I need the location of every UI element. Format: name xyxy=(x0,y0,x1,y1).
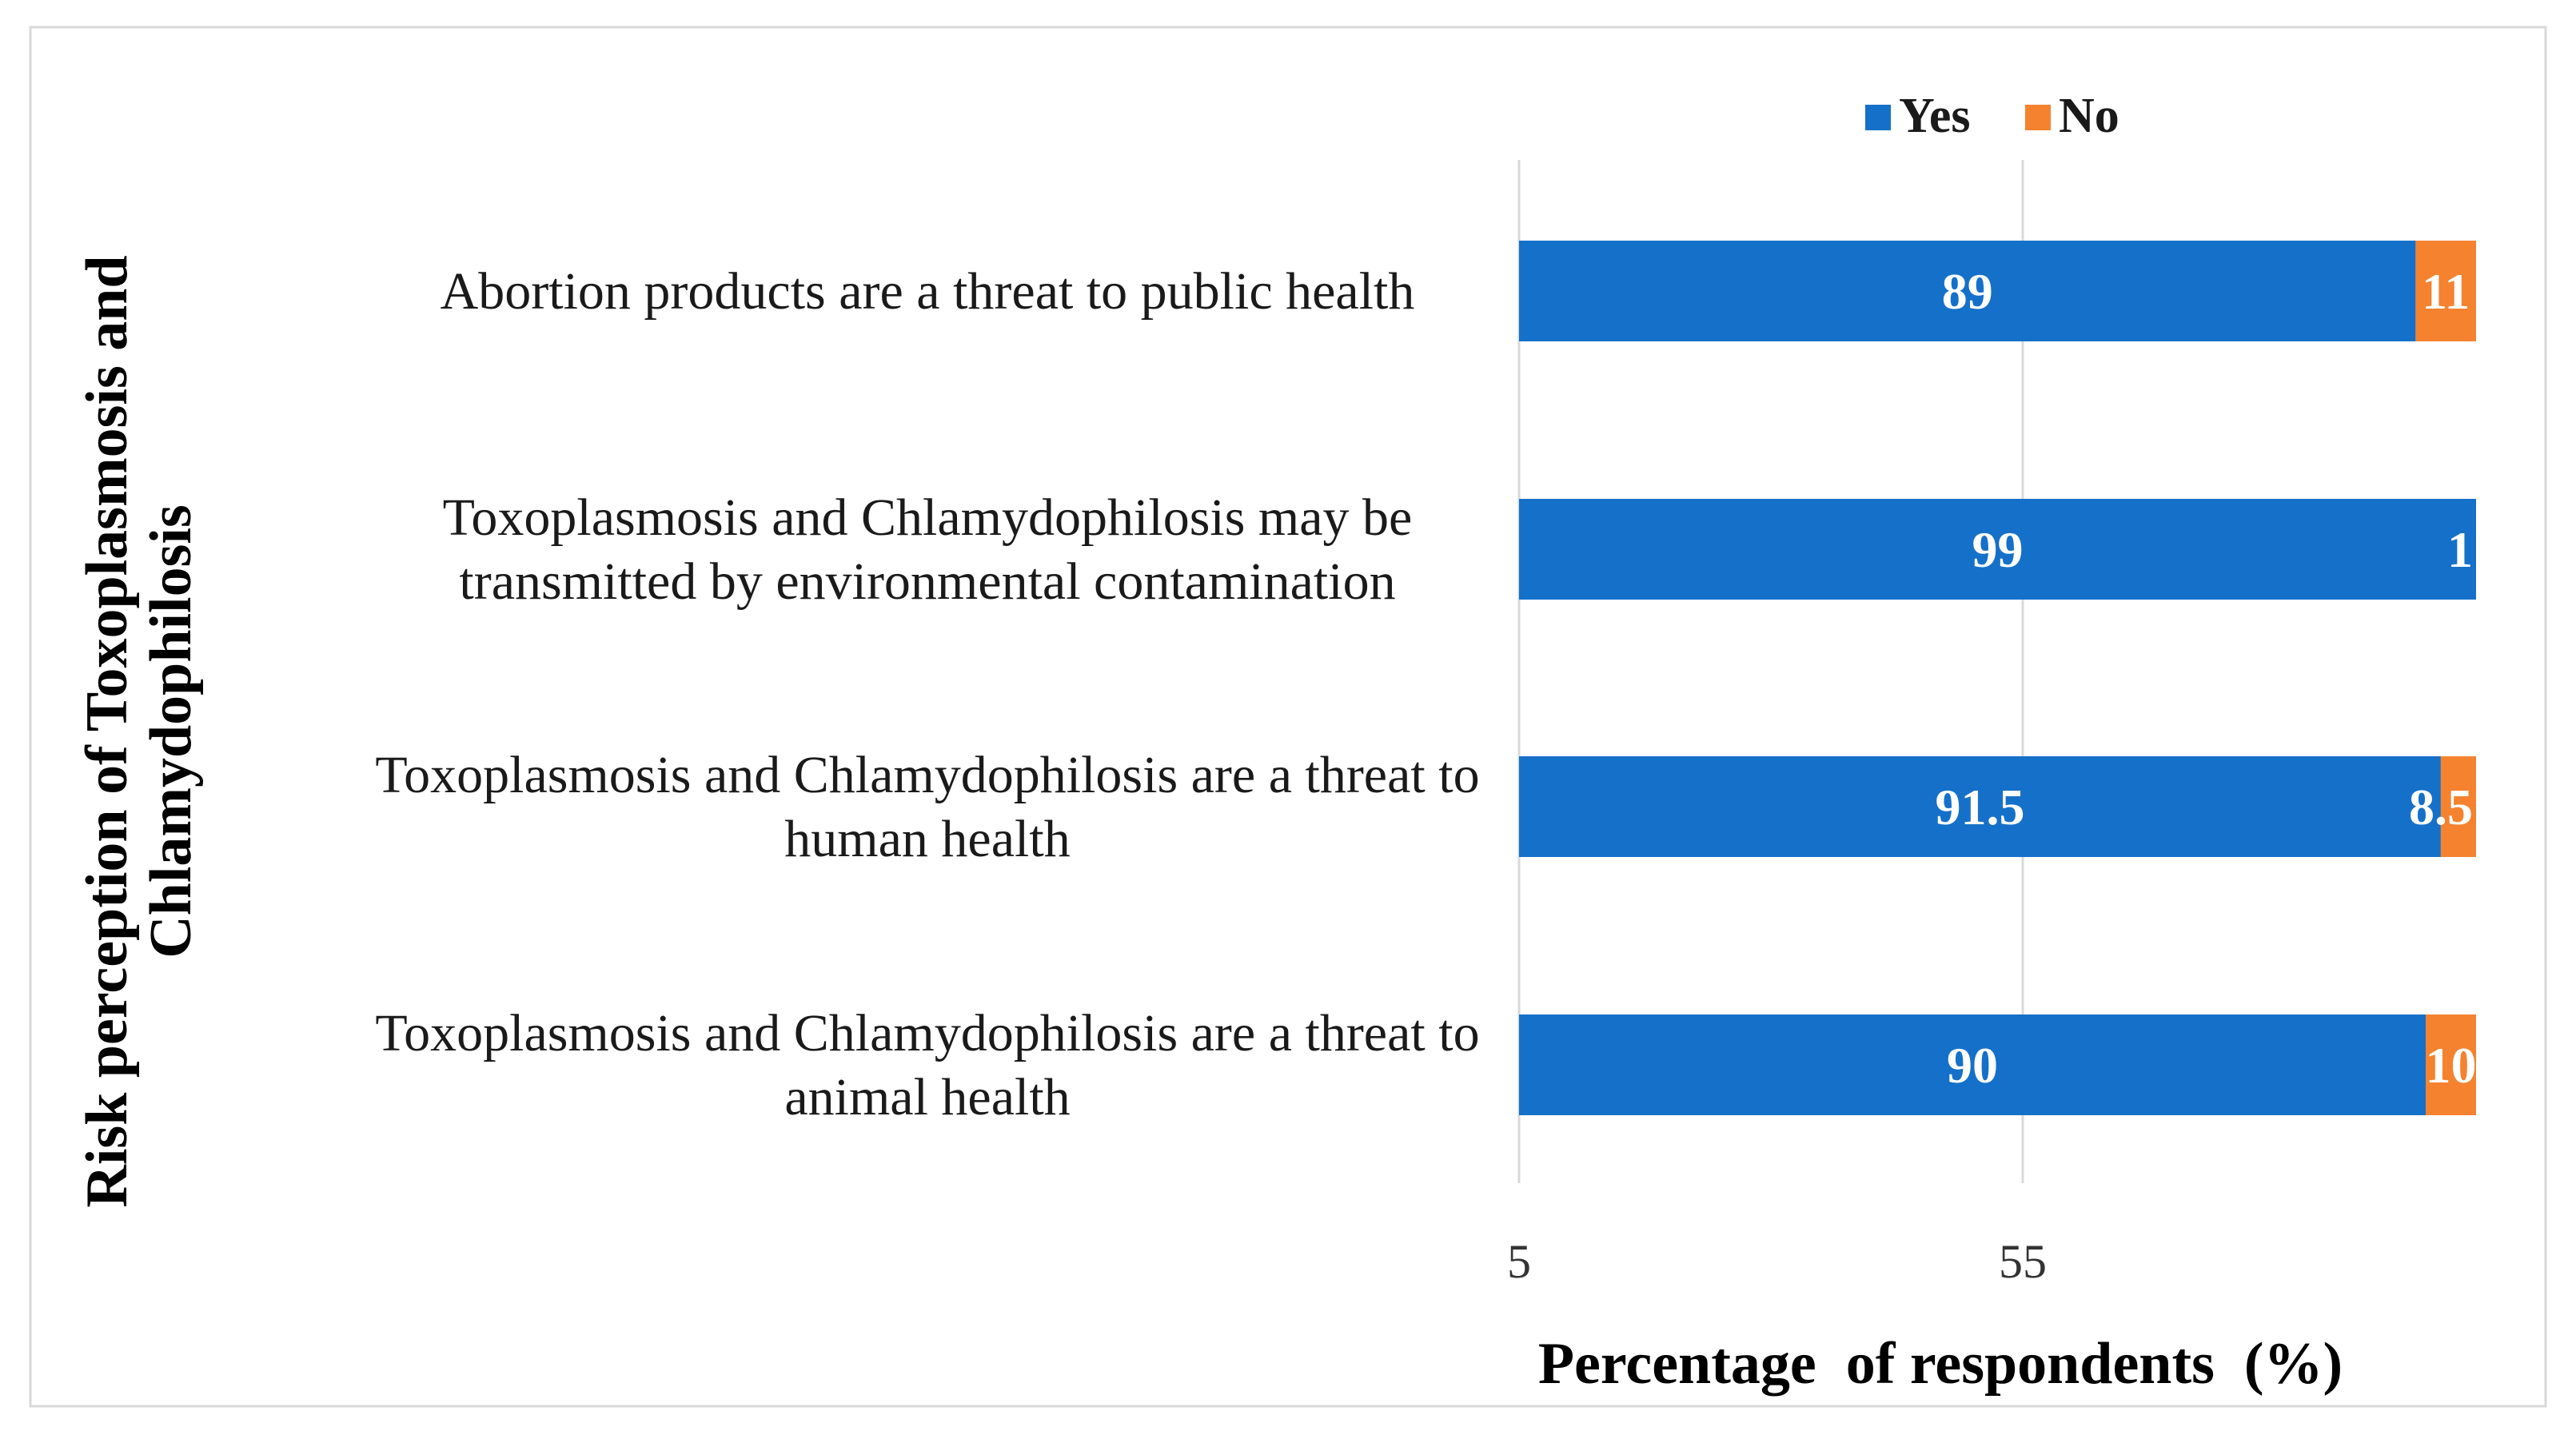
category-label-1-line-1: transmitted by environmental contaminati… xyxy=(459,552,1395,611)
category-label-1-line-0: Toxoplasmosis and Chlamydophilosis may b… xyxy=(443,488,1413,547)
category-label-0-line-0: Abortion products are a threat to public… xyxy=(441,262,1415,321)
x-tick-label-0: 5 xyxy=(1507,1235,1531,1288)
bar-no-0 xyxy=(2415,241,2476,341)
chart-frame xyxy=(29,26,2547,1408)
x-axis-title: Percentage of respondents (%) xyxy=(1538,1331,2343,1397)
x-tick-labels: 5 55 xyxy=(1507,1235,2047,1288)
data-label-yes-2: 91.5 xyxy=(1935,779,2024,835)
data-label-no-2: 8.5 xyxy=(2409,779,2473,835)
data-label-no-1: 1 xyxy=(2447,521,2473,578)
y-axis-title-line-1: Risk perception of Toxoplasmosis and xyxy=(74,255,140,1207)
legend-label-no: No xyxy=(2059,89,2119,143)
category-label-2-line-1: human health xyxy=(784,810,1070,868)
category-labels: Abortion products are a threat to public… xyxy=(375,262,1479,1126)
legend-swatch-yes xyxy=(1865,105,1891,130)
data-label-yes-0: 89 xyxy=(1942,263,1993,320)
bar-yes-2 xyxy=(1519,756,2441,857)
bar-yes-0 xyxy=(1519,241,2416,341)
category-label-3-line-0: Toxoplasmosis and Chlamydophilosis are a… xyxy=(375,1004,1479,1062)
category-label-3-line-1: animal health xyxy=(784,1068,1070,1126)
legend-swatch-no xyxy=(2025,105,2051,130)
category-label-2: Toxoplasmosis and Chlamydophilosis are a… xyxy=(375,746,1479,868)
x-tick-label-1: 55 xyxy=(1999,1235,2047,1288)
legend-label-yes: Yes xyxy=(1899,89,1971,143)
y-axis-title-line-2: Chlamydophilosis xyxy=(138,504,204,959)
category-label-1: Toxoplasmosis and Chlamydophilosis may b… xyxy=(443,488,1413,611)
data-label-yes-3: 90 xyxy=(1947,1037,1998,1094)
bars: 89 11 99 1 91.5 8.5 90 10 xyxy=(1519,241,2477,1115)
category-label-2-line-0: Toxoplasmosis and Chlamydophilosis are a… xyxy=(375,746,1479,804)
bar-yes-3 xyxy=(1519,1014,2426,1115)
bar-yes-1 xyxy=(1519,499,2476,600)
legend: Yes No xyxy=(1865,89,2119,143)
y-axis-title: Risk perception of Toxoplasmosis and Chl… xyxy=(74,255,204,1207)
bar-no-2 xyxy=(2440,756,2476,857)
data-label-no-0: 11 xyxy=(2422,263,2470,320)
bar-no-3 xyxy=(2426,1014,2476,1115)
data-label-no-3: 10 xyxy=(2426,1037,2477,1094)
category-label-0: Abortion products are a threat to public… xyxy=(441,262,1415,321)
data-label-yes-1: 99 xyxy=(1972,521,2024,578)
category-label-3: Toxoplasmosis and Chlamydophilosis are a… xyxy=(375,1004,1479,1126)
